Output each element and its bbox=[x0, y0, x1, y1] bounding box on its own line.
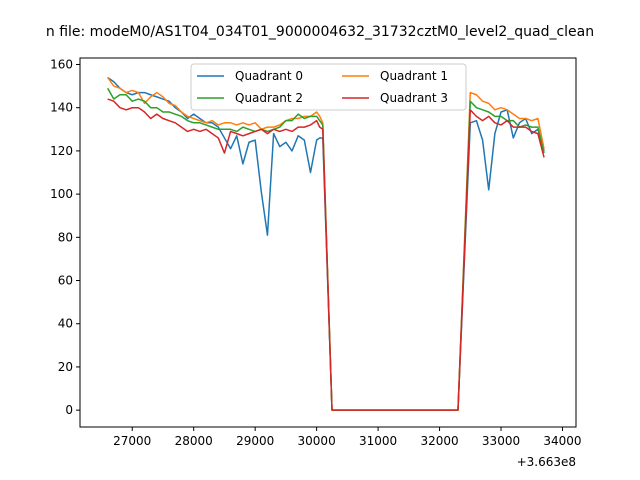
x-tick-label: 33000 bbox=[482, 434, 520, 448]
y-tick-label: 0 bbox=[65, 403, 73, 417]
y-tick-label: 160 bbox=[50, 57, 73, 71]
y-tick-label: 20 bbox=[58, 360, 73, 374]
y-tick-label: 100 bbox=[50, 187, 73, 201]
legend: Quadrant 0 Quadrant 1 Quadrant 2 Quadrant 3 bbox=[190, 63, 467, 111]
x-offset-text: +3.663e8 bbox=[517, 455, 576, 469]
y-tick-label: 140 bbox=[50, 101, 73, 115]
plot-frame bbox=[79, 57, 577, 428]
y-tick-label: 80 bbox=[58, 230, 73, 244]
legend-label: Quadrant 0 bbox=[235, 69, 303, 83]
y-axis: 0 20 40 60 80 100 120 140 160 bbox=[50, 57, 80, 417]
x-tick-label: 32000 bbox=[420, 434, 458, 448]
x-axis: 27000 28000 29000 30000 31000 32000 33000 34000 bbox=[113, 427, 582, 448]
legend-box bbox=[190, 63, 467, 111]
series-layer bbox=[107, 76, 545, 411]
series-line-quadrant-2 bbox=[107, 87, 545, 411]
legend-label: Quadrant 1 bbox=[380, 69, 448, 83]
x-tick-label: 27000 bbox=[113, 434, 151, 448]
x-tick-label: 29000 bbox=[236, 434, 274, 448]
series-line-quadrant-0 bbox=[107, 76, 545, 411]
legend-label: Quadrant 2 bbox=[235, 91, 303, 105]
y-tick-label: 60 bbox=[58, 274, 73, 288]
y-tick-label: 40 bbox=[58, 317, 73, 331]
x-tick-label: 28000 bbox=[175, 434, 213, 448]
x-tick-label: 31000 bbox=[359, 434, 397, 448]
chart-title: n file: modeM0/AS1T04_034T01_9000004632_… bbox=[46, 24, 594, 40]
x-tick-label: 30000 bbox=[298, 434, 336, 448]
series-line-quadrant-3 bbox=[107, 98, 545, 411]
legend-label: Quadrant 3 bbox=[380, 91, 448, 105]
series-line-quadrant-1 bbox=[107, 77, 545, 411]
y-tick-label: 120 bbox=[50, 144, 73, 158]
x-tick-label: 34000 bbox=[543, 434, 581, 448]
